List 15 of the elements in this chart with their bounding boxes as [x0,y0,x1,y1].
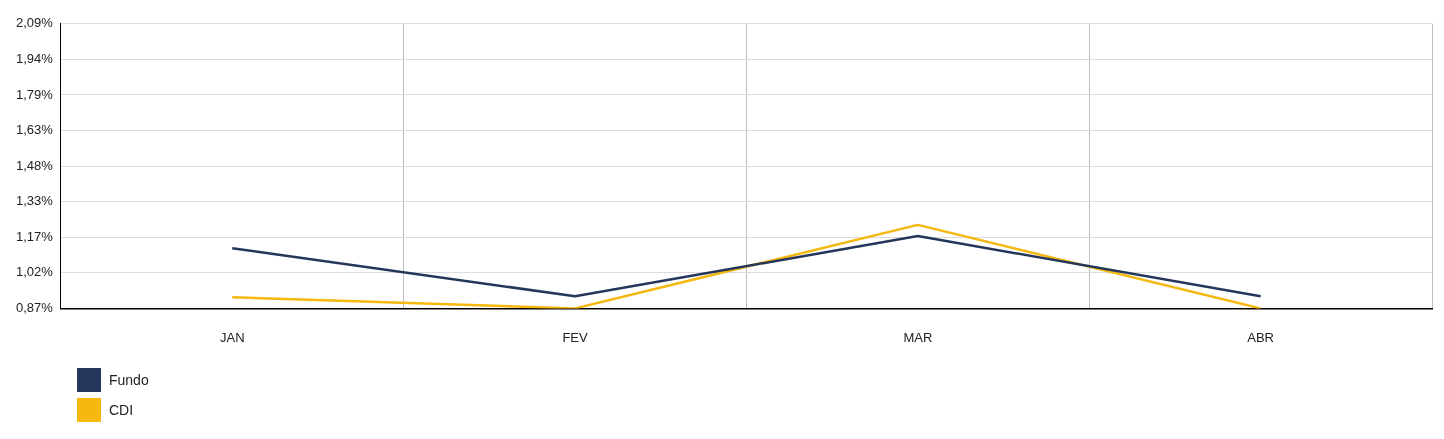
x-tick-label: ABR [1247,329,1274,345]
y-tick-label: 1,94% [15,50,54,66]
y-tick-label: 1,48% [15,157,54,173]
x-tick-label: JAN [219,329,245,345]
y-tick-label: 1,63% [15,122,54,138]
y-tick-label: 1,33% [15,193,54,209]
x-tick-label: MAR [903,329,933,345]
y-tick-label: 1,17% [15,228,54,244]
legend-label: Fundo [109,372,149,388]
y-tick-label: 1,02% [15,264,54,280]
y-tick-label: 1,79% [15,86,54,102]
legend-label: CDI [109,402,134,418]
x-tick-label: FEV [562,329,588,345]
y-tick-label: 2,09% [15,15,54,31]
y-tick-label: 0,87% [15,299,54,315]
